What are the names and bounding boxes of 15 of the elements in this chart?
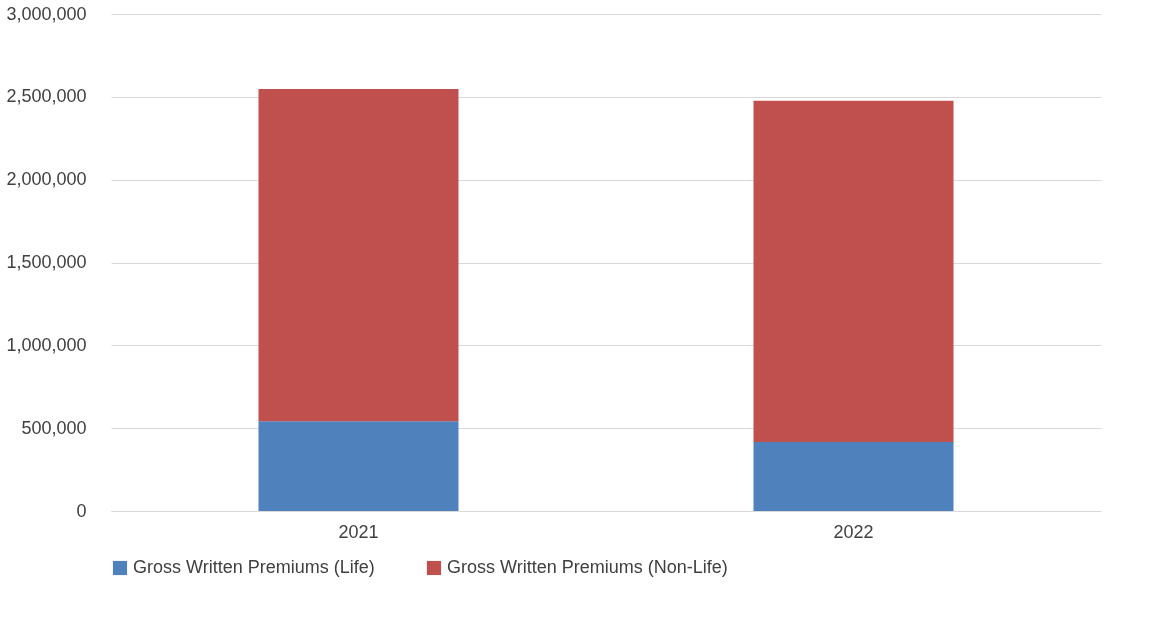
- bar: [753, 100, 954, 443]
- y-tick-label: 2,500,000: [6, 86, 87, 107]
- bar: [753, 442, 954, 511]
- y-tick-label: 500,000: [21, 417, 87, 438]
- bar: [258, 421, 459, 511]
- legend-label: Gross Written Premiums (Life): [133, 557, 375, 577]
- x-tick-label: 2022: [833, 521, 874, 542]
- y-tick-label: 1,000,000: [6, 334, 87, 355]
- bar: [258, 88, 459, 422]
- legend-label: Gross Written Premiums (Non-Life): [447, 557, 728, 577]
- y-tick-label: 3,000,000: [6, 3, 87, 24]
- y-tick-label: 1,500,000: [6, 252, 87, 272]
- x-tick-label: 2021: [338, 521, 379, 542]
- y-tick-label: 0: [76, 500, 87, 521]
- y-tick-label: 2,000,000: [6, 169, 87, 190]
